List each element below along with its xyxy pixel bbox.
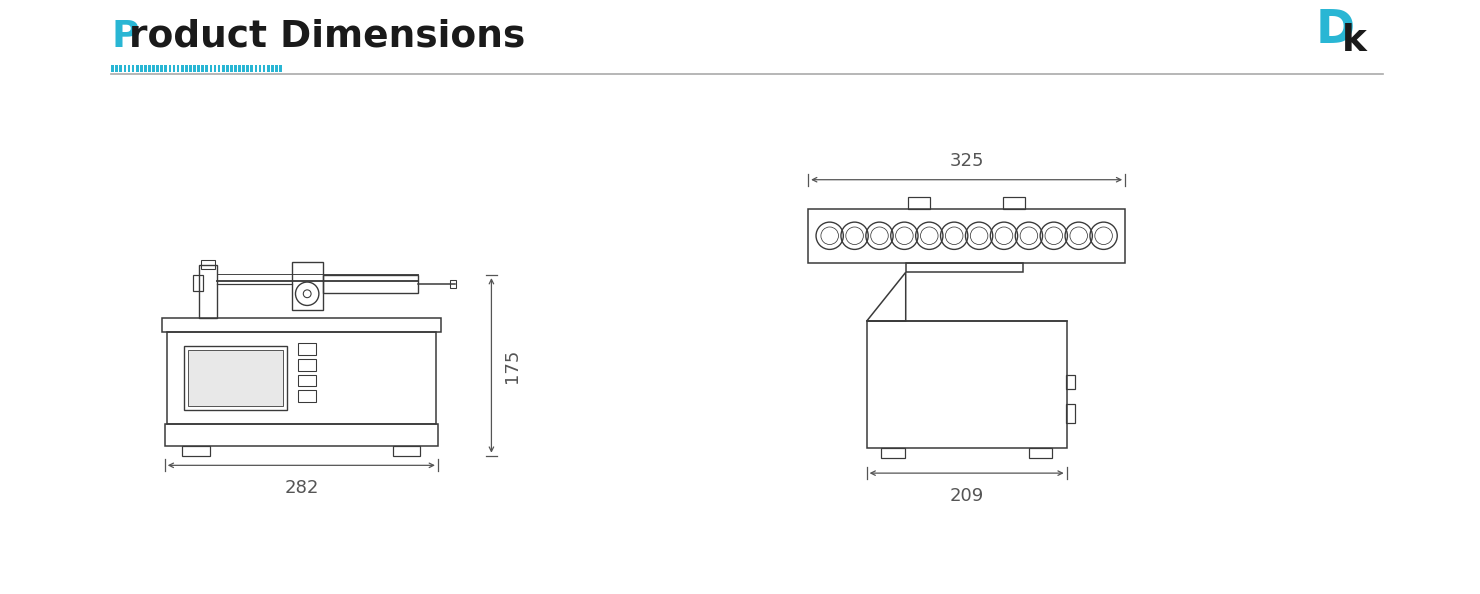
Bar xyxy=(185,346,287,410)
Bar xyxy=(226,65,228,72)
Bar xyxy=(192,275,203,291)
Bar xyxy=(160,65,163,72)
Bar xyxy=(299,359,315,371)
Bar xyxy=(152,65,155,72)
Bar xyxy=(234,65,237,72)
Bar xyxy=(144,65,147,72)
Text: k: k xyxy=(1341,23,1366,59)
Bar xyxy=(189,65,192,72)
Bar xyxy=(299,343,315,355)
Bar xyxy=(206,65,209,72)
Bar xyxy=(280,65,281,72)
Bar xyxy=(167,332,437,424)
Bar xyxy=(169,65,172,72)
Bar xyxy=(906,263,1023,272)
Bar xyxy=(148,65,151,72)
Bar xyxy=(192,65,195,72)
Bar xyxy=(115,65,118,72)
Bar xyxy=(201,260,215,270)
Bar xyxy=(176,65,179,72)
Bar xyxy=(197,65,200,72)
Bar xyxy=(1003,197,1024,209)
Bar xyxy=(250,65,253,72)
Bar xyxy=(808,209,1125,263)
Bar xyxy=(1066,375,1076,389)
Text: 282: 282 xyxy=(284,479,318,497)
Bar xyxy=(222,65,225,72)
Bar xyxy=(182,446,210,456)
Bar xyxy=(266,65,269,72)
Bar xyxy=(210,65,212,72)
Bar xyxy=(246,65,249,72)
Bar xyxy=(120,65,123,72)
Bar xyxy=(450,280,456,288)
Text: 209: 209 xyxy=(950,486,984,505)
Bar xyxy=(271,65,274,72)
Bar xyxy=(238,65,241,72)
Bar xyxy=(299,390,315,402)
Text: P: P xyxy=(111,19,139,55)
Bar xyxy=(1066,404,1076,424)
Bar xyxy=(394,446,420,456)
Bar xyxy=(161,318,441,332)
Bar xyxy=(292,261,323,310)
Bar xyxy=(157,65,158,72)
Bar xyxy=(243,65,246,72)
Bar xyxy=(164,424,438,446)
Text: 175: 175 xyxy=(503,348,521,383)
Bar xyxy=(123,65,126,72)
Text: roduct Dimensions: roduct Dimensions xyxy=(129,19,525,55)
Bar xyxy=(218,65,221,72)
Bar xyxy=(136,65,139,72)
Bar xyxy=(882,448,904,457)
Bar xyxy=(188,350,283,406)
Bar xyxy=(867,321,1067,448)
Bar xyxy=(909,197,929,209)
Text: 325: 325 xyxy=(949,152,984,170)
Bar xyxy=(299,375,315,386)
Text: D: D xyxy=(1316,8,1354,53)
Bar xyxy=(181,65,184,72)
Bar xyxy=(185,65,188,72)
Bar xyxy=(111,65,114,72)
Bar xyxy=(263,65,265,72)
Bar xyxy=(198,264,216,318)
Bar xyxy=(259,65,262,72)
Bar xyxy=(213,65,216,72)
Bar xyxy=(127,65,130,72)
Bar xyxy=(229,65,232,72)
Bar xyxy=(275,65,278,72)
Bar xyxy=(201,65,204,72)
Bar xyxy=(141,65,142,72)
Bar xyxy=(173,65,176,72)
Bar xyxy=(164,65,167,72)
Bar xyxy=(132,65,135,72)
Bar xyxy=(255,65,258,72)
Bar xyxy=(1029,448,1052,457)
Bar xyxy=(323,275,419,293)
